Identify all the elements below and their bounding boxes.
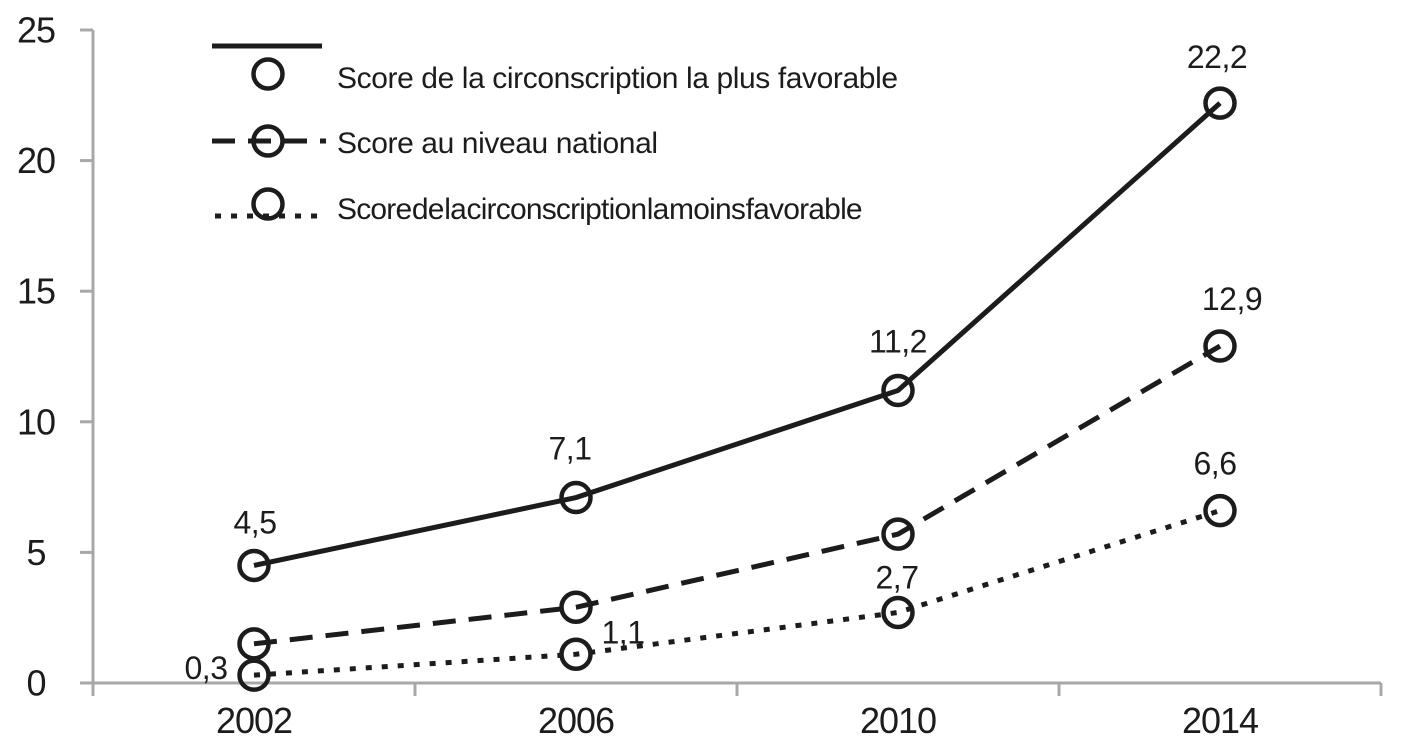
data-point-label: 4,5 — [234, 504, 277, 540]
y-tick-label: 15 — [17, 271, 55, 312]
data-point-marker — [881, 595, 915, 630]
data-point-marker — [559, 590, 593, 625]
y-tick-label: 20 — [17, 140, 55, 181]
series-line-dotted — [253, 508, 1221, 678]
x-tick-label: 2014 — [1182, 700, 1258, 741]
data-point-label: 22,2 — [1187, 39, 1247, 75]
data-point-marker — [1203, 493, 1237, 528]
data-point-marker — [559, 637, 593, 672]
data-point-marker — [559, 480, 593, 515]
data-point-marker — [1203, 86, 1237, 120]
data-point-marker — [237, 658, 271, 692]
data-point-label: 12,9 — [1202, 281, 1262, 317]
y-tick-label: 0 — [26, 663, 45, 704]
legend-key-marker — [251, 57, 285, 91]
data-point-marker — [881, 373, 915, 408]
data-point-label: 2,7 — [876, 559, 919, 595]
legend-label: Score de la circonscription la plus favo… — [337, 62, 898, 95]
x-tick-label: 2006 — [538, 700, 614, 741]
legend-key-marker — [251, 124, 285, 158]
series-line-solid — [253, 101, 1222, 568]
data-point-label: 7,1 — [549, 431, 592, 467]
legend-label: Score au niveau national — [337, 127, 658, 160]
x-tick-label: 2010 — [860, 700, 936, 741]
data-point-marker — [881, 517, 915, 551]
x-tick-label: 2002 — [216, 700, 292, 741]
data-point-label: 6,6 — [1194, 446, 1237, 482]
data-point-marker — [237, 627, 271, 661]
y-tick-label: 10 — [17, 401, 55, 442]
data-point-label: 0,3 — [185, 650, 228, 686]
series-line-dashed — [253, 343, 1222, 647]
y-tick-label: 5 — [26, 532, 45, 573]
y-tick-label: 25 — [17, 10, 55, 51]
data-point-marker — [1203, 329, 1237, 363]
legend-label: Score de la circonscription la moins fav… — [337, 193, 862, 226]
data-point-label: 1,1 — [602, 614, 645, 650]
data-point-marker — [237, 548, 271, 583]
data-point-label: 11,2 — [869, 323, 927, 359]
legend-key-marker — [251, 187, 285, 221]
